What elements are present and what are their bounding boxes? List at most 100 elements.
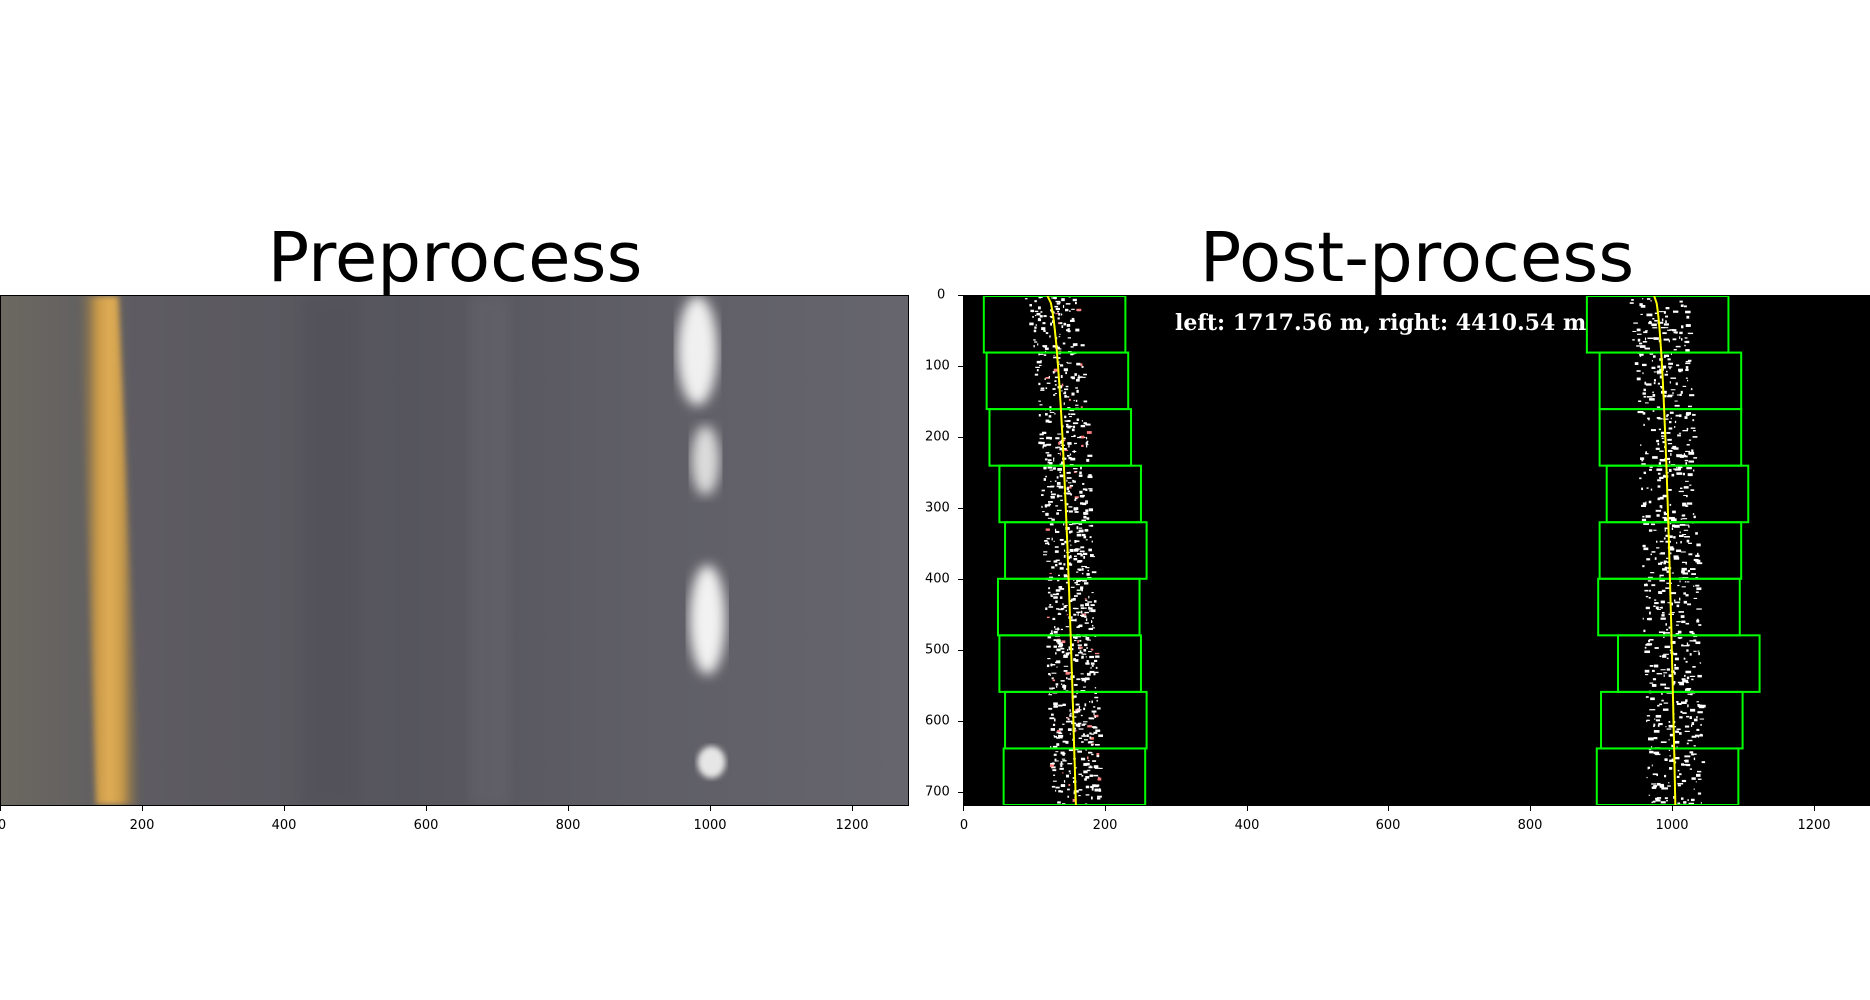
lane-pixel [1043, 551, 1048, 553]
lane-pixel [1660, 617, 1666, 620]
lane-pixel [1062, 684, 1067, 687]
lane-pixel [1080, 466, 1082, 470]
lane-pixel [1068, 510, 1073, 513]
lane-pixel [1094, 659, 1098, 663]
lane-pixel [1650, 488, 1653, 491]
lane-pixel [1049, 632, 1054, 636]
lane-pixel [1689, 640, 1695, 642]
lane-pixel [1663, 561, 1666, 565]
lane-pixel [1669, 767, 1672, 769]
lane-pixel [1070, 619, 1074, 622]
lane-pixel [1682, 534, 1687, 536]
left-x-tick-label: 1200 [835, 818, 869, 833]
lane-pixel [1044, 458, 1048, 461]
lane-pixel [1053, 702, 1058, 706]
lane-pixel [1636, 328, 1641, 332]
lane-pixel [1662, 494, 1668, 498]
sliding-window-graphic [982, 296, 1761, 805]
lane-pixel [1689, 484, 1692, 486]
lane-pixel [1040, 389, 1045, 391]
white-lane-dash [691, 425, 720, 496]
lane-pixel [1651, 683, 1657, 687]
lane-pixel [1053, 718, 1056, 722]
lane-pixel [1687, 704, 1689, 708]
lane-pixel [1086, 431, 1092, 434]
lane-pixel [1061, 383, 1064, 387]
lane-pixel [1047, 657, 1051, 660]
lane-pixel [1056, 730, 1061, 733]
lane-pixel [1044, 542, 1050, 545]
lane-pixel [1078, 474, 1083, 477]
lane-pixel [1691, 632, 1695, 636]
lane-pixel [1649, 709, 1656, 711]
lane-pixel [1686, 539, 1690, 543]
lane-pixel [1060, 734, 1064, 738]
lane-pixel [1073, 399, 1075, 402]
lane-pixel [1045, 607, 1048, 610]
lane-pixel [1053, 560, 1058, 563]
lane-pixel [1679, 682, 1684, 686]
lane-pixel [1654, 718, 1656, 720]
lane-pixel [1656, 797, 1662, 799]
lane-pixel [1691, 735, 1697, 738]
lane-pixel [1657, 724, 1660, 727]
lane-pixel [1065, 303, 1071, 305]
left-x-tick-label: 800 [555, 818, 581, 833]
lane-pixel [1094, 692, 1097, 694]
lane-pixel [1650, 737, 1654, 740]
lane-pixel [1067, 718, 1070, 721]
lane-pixel [1062, 437, 1066, 440]
lane-pixel [1069, 539, 1071, 542]
lane-pixel [1667, 602, 1672, 604]
lane-pixel [1048, 415, 1052, 418]
lane-pixel [1655, 719, 1661, 722]
lane-pixel [1644, 381, 1647, 385]
lane-pixel [1062, 760, 1067, 762]
lane-pixel [1072, 777, 1076, 779]
lane-pixel [1043, 478, 1046, 481]
lane-pixel [1054, 376, 1059, 379]
lane-pixel [1078, 737, 1083, 740]
lane-pixel [1032, 316, 1034, 318]
lane-pixel [1680, 551, 1686, 553]
lane-pixel [1665, 587, 1671, 589]
lane-pixel [1659, 375, 1663, 379]
lane-pixel [1674, 420, 1677, 424]
lane-pixel [1052, 769, 1057, 772]
lane-pixel [1691, 754, 1695, 756]
lane-pixel [1667, 394, 1674, 396]
lane-pixel [1066, 324, 1071, 327]
lane-pixel [1083, 763, 1088, 766]
lane-pixel [1691, 678, 1694, 681]
lane-pixel [1056, 357, 1061, 359]
lane-pixel [1653, 605, 1656, 608]
y-tick-mark [958, 295, 963, 296]
lane-pixel [1681, 644, 1684, 647]
lane-pixel [1092, 784, 1096, 787]
lane-pixel [1696, 701, 1700, 703]
lane-pixel [1089, 655, 1095, 659]
lane-pixel [1661, 787, 1664, 790]
lane-pixel [1672, 338, 1677, 341]
lane-pixel [1633, 322, 1638, 324]
lane-pixel [1668, 626, 1671, 629]
lane-pixel [1657, 442, 1660, 446]
lane-pixel [1046, 382, 1051, 384]
lane-pixel [1049, 406, 1052, 409]
lane-pixel [1693, 745, 1696, 747]
lane-pixel [1064, 391, 1067, 395]
lane-pixel [1068, 556, 1072, 559]
lane-pixel [1663, 631, 1666, 635]
lane-pixel [1696, 716, 1698, 719]
lane-pixel [1047, 485, 1052, 488]
lane-pixel [1639, 353, 1644, 356]
lane-pixel [1651, 783, 1657, 785]
lane-pixel [1079, 502, 1084, 505]
right-x-tick-label: 200 [1092, 818, 1118, 833]
lane-pixel [1069, 555, 1072, 557]
lane-pixel [1679, 393, 1682, 396]
lane-pixel [1666, 628, 1669, 631]
lane-pixel [1660, 683, 1666, 686]
lane-pixel [1680, 763, 1685, 766]
lane-pixel [1080, 406, 1083, 408]
